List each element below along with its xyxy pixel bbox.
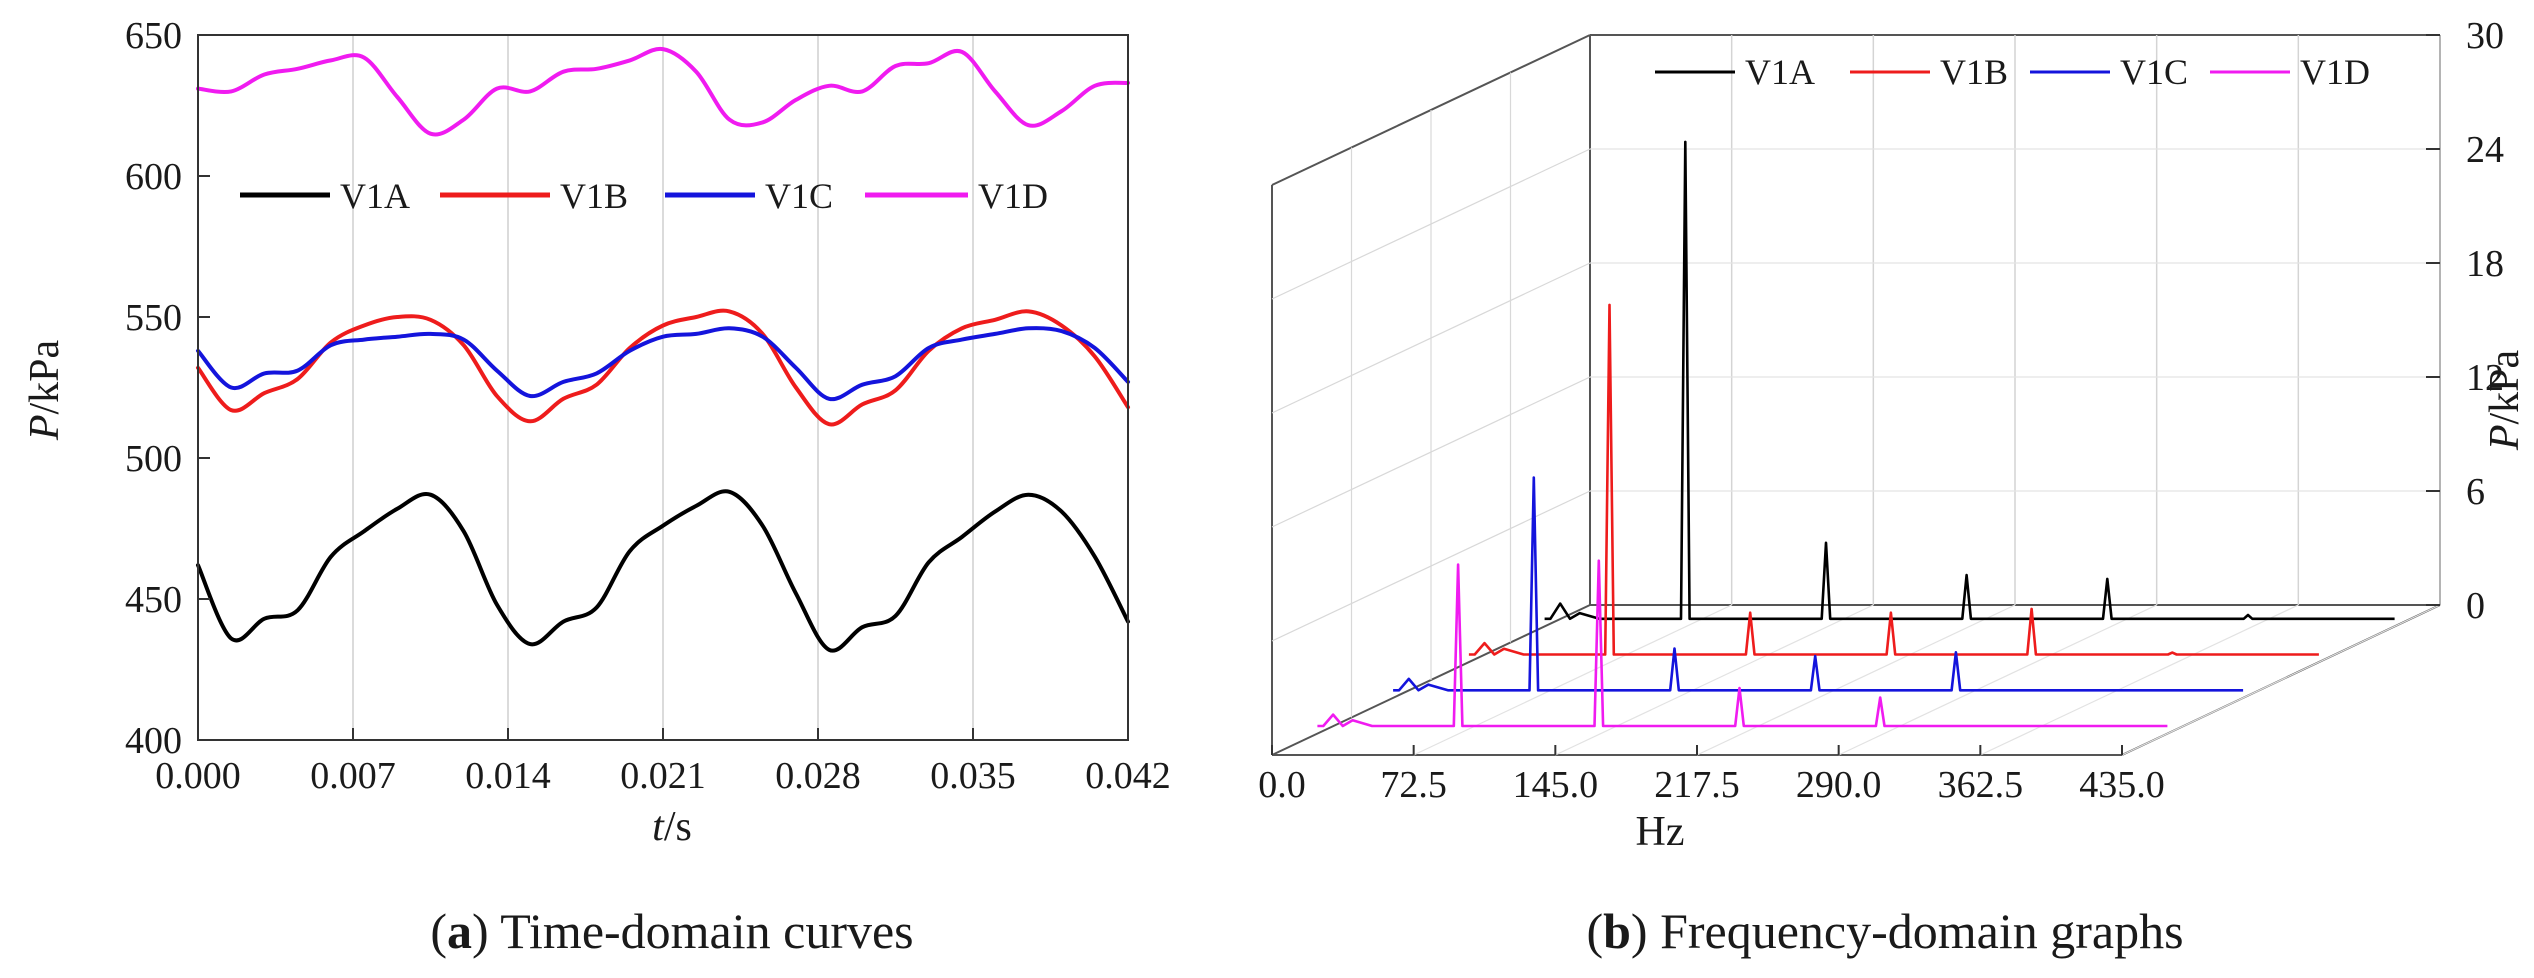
legend-label-v1d: V1D — [2300, 52, 2370, 92]
series-line-v1a — [1544, 140, 2395, 621]
x-tick-label: 72.5 — [1380, 764, 1447, 806]
legend-label-v1c: V1C — [765, 176, 833, 216]
z-tick-label: 24 — [2466, 129, 2504, 171]
series-line-v1b — [1468, 303, 2319, 656]
x-tick-label: 290.0 — [1796, 764, 1882, 806]
x-tick-label: 145.0 — [1513, 764, 1599, 806]
x-tick-label: 0.0 — [1258, 764, 1306, 806]
floor-gridline — [1555, 604, 1874, 756]
x-tick-label: 217.5 — [1654, 764, 1740, 806]
z-tick-label: 6 — [2466, 471, 2485, 513]
legend: V1A V1B V1C V1D — [1655, 52, 2370, 92]
legend-label-v1a: V1A — [340, 176, 410, 216]
caption-a: (a) Time-domain curves — [430, 903, 913, 959]
z-tick-label: 12 — [2466, 357, 2504, 399]
frequency-domain-chart: 0.0 72.5 145.0 217.5 290.0 362.5 435.0 0 6 12 18 2… — [1258, 15, 2528, 959]
legend-label-v1a: V1A — [1745, 52, 1815, 92]
series-line-v1d — [196, 46, 1130, 137]
x-tick-label: 0.035 — [930, 755, 1016, 797]
series-line-v1a — [196, 489, 1130, 653]
z-tick-label: 0 — [2466, 585, 2485, 627]
x-tick-label: 0.021 — [620, 755, 706, 797]
x-tick-label: 435.0 — [2079, 764, 2165, 806]
y-tick-label: 650 — [125, 15, 182, 57]
legend-label-v1b: V1B — [1940, 52, 2008, 92]
legend-label-v1d: V1D — [978, 176, 1048, 216]
x-axis-title: Hz — [1636, 809, 1685, 855]
y-tick-label: 450 — [125, 579, 182, 621]
x-tick-label: 0.014 — [465, 755, 551, 797]
series-line-v1c — [196, 326, 1130, 402]
time-domain-chart: 0.000 0.007 0.014 0.021 0.028 0.035 0.042 400 4… — [22, 15, 1171, 959]
plot-box — [1271, 34, 2441, 756]
x-axis-title: t/s — [652, 804, 692, 850]
z-tick-label: 18 — [2466, 243, 2504, 285]
series-line-v1d — [1317, 559, 2168, 728]
legend-label-v1c: V1C — [2120, 52, 2188, 92]
y-tick-label: 600 — [125, 156, 182, 198]
floor-gridline — [2121, 604, 2441, 756]
x-tick-label: 0.007 — [310, 755, 396, 797]
caption-b: (b) Frequency-domain graphs — [1586, 903, 2183, 959]
legend-label-v1b: V1B — [560, 176, 628, 216]
z-tick-label: 30 — [2466, 15, 2504, 57]
floor-gridline — [1980, 604, 2299, 756]
legend: V1A V1B V1C V1D — [240, 176, 1048, 216]
x-tick-label: 0.042 — [1085, 755, 1171, 797]
y-tick-label: 400 — [125, 720, 182, 762]
floor-gridline — [1413, 604, 1732, 756]
floor-gridline — [1838, 604, 2157, 756]
x-tick-label: 0.028 — [775, 755, 861, 797]
x-tick-label: 0.000 — [155, 755, 241, 797]
x-tick-label: 362.5 — [1938, 764, 2024, 806]
z-axis-title: P/kPa — [2482, 349, 2528, 451]
y-tick-label: 550 — [125, 297, 182, 339]
series-line-v1c — [1393, 476, 2244, 692]
floor-gridline — [1696, 604, 2016, 756]
y-axis-title: P/kPa — [22, 339, 68, 441]
series-line-v1b — [196, 308, 1130, 427]
y-tick-label: 500 — [125, 438, 182, 480]
